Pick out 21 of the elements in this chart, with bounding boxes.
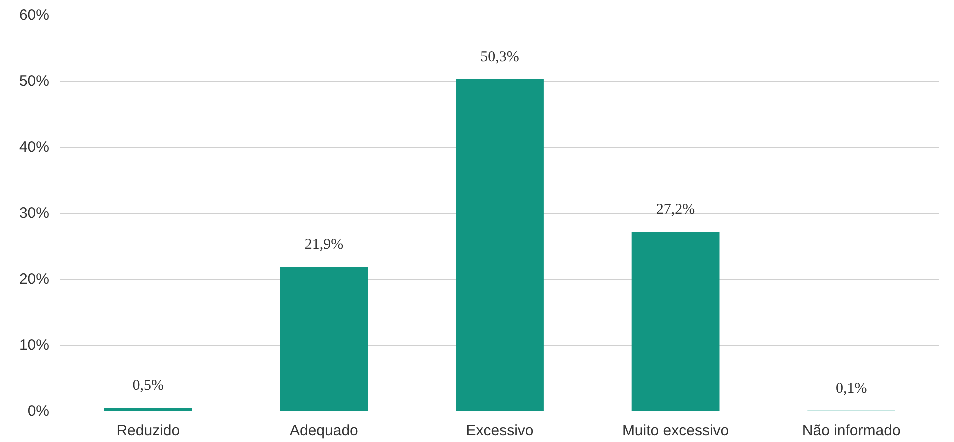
- x-tick-label: Excessivo: [466, 422, 534, 440]
- y-tick-label: 30%: [19, 205, 50, 222]
- bar: [280, 266, 368, 412]
- y-tick-label: 40%: [19, 139, 50, 156]
- x-tick-label: Reduzido: [116, 422, 180, 440]
- y-tick-label: 20%: [19, 271, 50, 288]
- x-tick-label: Muito excessivo: [622, 422, 730, 440]
- bar: [104, 408, 192, 412]
- data-label: 0,1%: [836, 380, 868, 397]
- bar: [456, 80, 544, 412]
- data-label: 27,2%: [656, 202, 696, 218]
- data-label: 21,9%: [304, 236, 344, 253]
- x-tick-label: Adequado: [290, 422, 358, 440]
- y-tick-label: 0%: [28, 403, 50, 420]
- data-label: 0,5%: [132, 378, 164, 394]
- x-tick-label: Não informado: [802, 422, 901, 440]
- y-tick-label: 10%: [19, 337, 50, 354]
- y-tick-label: 60%: [19, 7, 50, 24]
- bar: [632, 232, 720, 412]
- data-label: 50,3%: [480, 50, 520, 66]
- y-tick-label: 50%: [19, 73, 50, 90]
